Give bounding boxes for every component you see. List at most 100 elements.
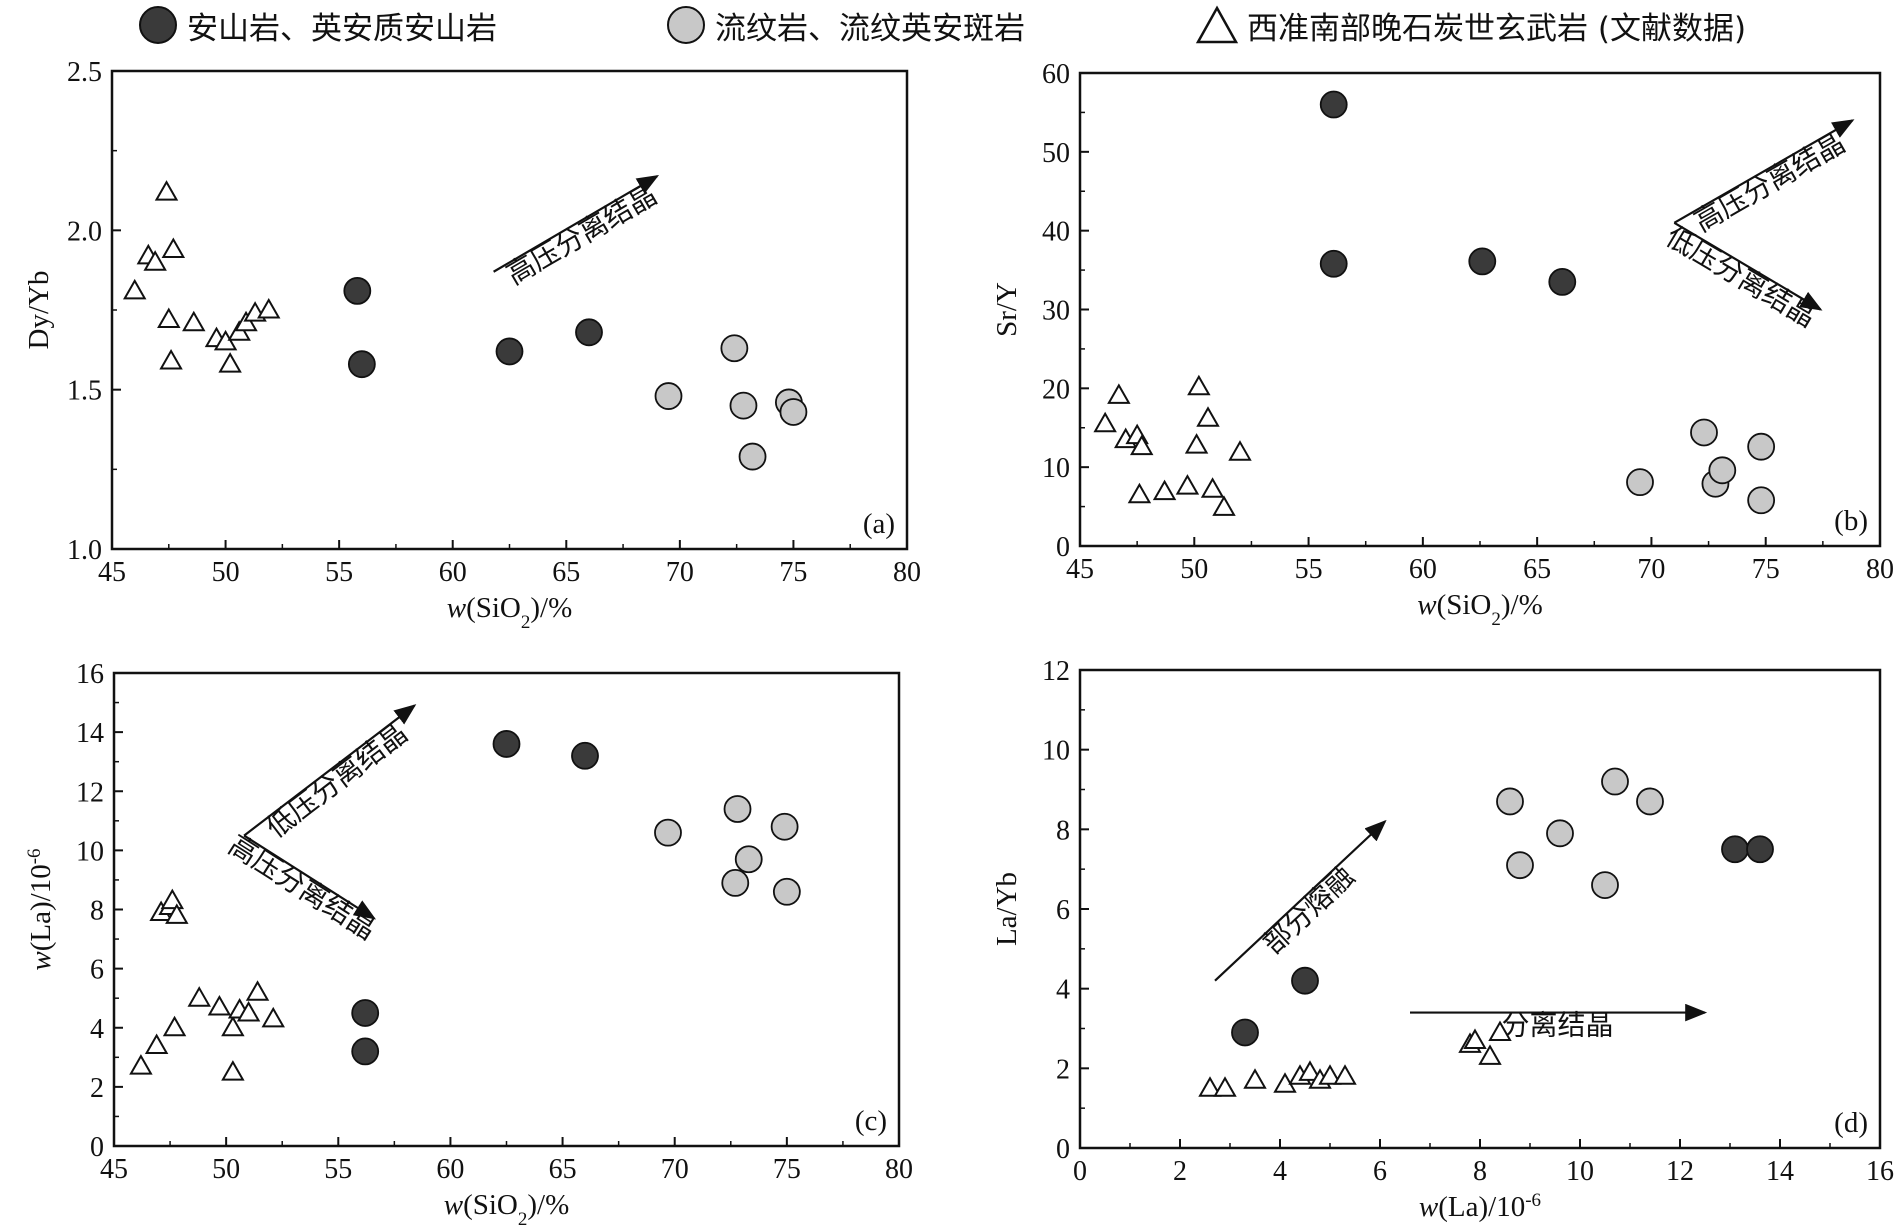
legend-item-andesite: 安山岩、英安质安山岩 xyxy=(137,4,497,47)
basalt-point xyxy=(1478,1044,1502,1065)
plot-frame xyxy=(1078,71,1882,548)
x-tick-label: 80 xyxy=(885,1154,913,1185)
andesite-point xyxy=(343,276,372,305)
panel-tag: (a) xyxy=(863,508,895,540)
y-tick-label: 20 xyxy=(1042,374,1070,405)
basalt-point xyxy=(1213,1076,1237,1097)
chart-panel-2: 45 50 55 60 65 70 75 80 0 2 4 6 8 10 12 14 16 w(SiO2)/% w(… xyxy=(24,659,914,1230)
x-tick-label: 75 xyxy=(773,1154,801,1185)
annotation-arrow xyxy=(1673,119,1855,224)
andesite-point xyxy=(1746,835,1774,864)
basalt-point xyxy=(1488,1020,1512,1041)
x-axis-label: w(SiO2)/% xyxy=(444,1189,570,1230)
chart-panel-3: 0 2 4 6 8 10 12 14 16 0 2 4 6 8 10 12 w(La)/10-6 La/Yb (d)… xyxy=(991,656,1894,1223)
x-tick-label: 0 xyxy=(1073,1156,1087,1187)
y-tick-label: 0 xyxy=(1056,1134,1070,1165)
annotation-arrow xyxy=(243,834,377,920)
rhyolite-point xyxy=(1591,871,1619,899)
y-tick-label: 2 xyxy=(90,1073,104,1104)
basalt-point xyxy=(187,986,211,1007)
y-tick-label: 8 xyxy=(90,896,104,927)
x-axis-label: w(SiO2)/% xyxy=(447,592,573,633)
y-axis-label: Dy/Yb xyxy=(23,271,55,350)
y-tick-label: 0 xyxy=(1056,532,1070,563)
basalt-point xyxy=(207,995,232,1016)
basalt-point xyxy=(1129,434,1154,456)
basalt-point xyxy=(1200,477,1225,498)
basalt-point xyxy=(261,1006,285,1028)
x-tick-label: 6 xyxy=(1373,1156,1387,1187)
rhyolite-point xyxy=(723,795,752,823)
y-tick-label: 40 xyxy=(1042,217,1070,248)
x-tick-label: 50 xyxy=(1180,554,1208,585)
dark-circle-icon xyxy=(139,6,177,44)
y-tick-label: 12 xyxy=(1042,656,1070,687)
basalt-point xyxy=(1243,1068,1267,1089)
chart-panel-0: 45 50 55 60 65 70 75 80 1.0 1.5 2.0 2.5 w(SiO2)/% Dy/… xyxy=(23,57,921,633)
rhyolite-point xyxy=(1601,767,1629,796)
basalt-point xyxy=(154,180,179,201)
andesite-point xyxy=(351,999,380,1027)
plot-frame xyxy=(1078,668,1882,1150)
rhyolite-point xyxy=(1747,432,1776,461)
triangle-icon xyxy=(1195,5,1239,44)
rhyolite-point xyxy=(1747,486,1776,515)
rhyolite-point xyxy=(1496,787,1524,816)
rhyolite-point xyxy=(1690,418,1718,447)
andesite-point xyxy=(1721,835,1749,864)
basalt-point xyxy=(160,888,185,910)
basalt-point xyxy=(1198,1076,1222,1097)
y-axis-label: La/Yb xyxy=(991,872,1023,946)
x-tick-label: 55 xyxy=(324,1154,352,1185)
y-tick-label: 2.0 xyxy=(67,216,102,247)
andesite-point xyxy=(347,350,376,379)
rhyolite-point xyxy=(738,442,767,471)
basalt-point xyxy=(1093,411,1117,433)
basalt-point xyxy=(159,348,183,370)
annotation-text: 低压分离结晶 xyxy=(1660,220,1821,334)
basalt-point xyxy=(1228,440,1252,461)
basalt-point xyxy=(1152,479,1177,501)
y-tick-label: 10 xyxy=(76,836,104,867)
basalt-point xyxy=(218,352,242,373)
y-axis-label: w(La)/10-6 xyxy=(24,848,58,970)
y-axis-label: Sr/Y xyxy=(991,282,1023,337)
plot-frame xyxy=(110,69,909,551)
rhyolite-point xyxy=(779,398,808,426)
andesite-point xyxy=(571,741,599,770)
rhyolite-point xyxy=(1546,819,1574,848)
x-axis-label: w(SiO2)/% xyxy=(1417,589,1543,630)
basalt-point xyxy=(143,250,167,271)
x-tick-label: 70 xyxy=(661,1154,689,1185)
y-tick-label: 4 xyxy=(90,1014,104,1045)
andesite-point xyxy=(1231,1018,1259,1047)
rhyolite-point xyxy=(770,812,799,841)
basalt-point xyxy=(129,1054,153,1075)
y-tick-label: 1.0 xyxy=(67,535,102,566)
y-tick-label: 16 xyxy=(76,659,104,690)
basalt-point xyxy=(1463,1028,1487,1049)
x-tick-label: 45 xyxy=(100,1154,128,1185)
y-tick-label: 4 xyxy=(1056,975,1070,1006)
legend-item-rhyolite: 流纹岩、流纹英安斑岩 xyxy=(665,4,1025,47)
x-tick-label: 10 xyxy=(1566,1156,1594,1187)
x-tick-label: 60 xyxy=(439,557,467,588)
annotation-arrow xyxy=(1214,819,1387,982)
x-tick-label: 80 xyxy=(1866,554,1894,585)
andesite-point xyxy=(492,730,521,758)
panel-tag: (d) xyxy=(1834,1107,1868,1139)
y-tick-label: 10 xyxy=(1042,736,1070,767)
x-tick-label: 50 xyxy=(212,1154,240,1185)
annotation-arrow xyxy=(493,175,660,273)
x-tick-label: 60 xyxy=(1409,554,1437,585)
basalt-point xyxy=(245,980,270,1001)
panel-tag: (b) xyxy=(1834,505,1868,537)
light-circle-icon xyxy=(667,6,705,44)
rhyolite-point xyxy=(1708,456,1737,485)
basalt-point xyxy=(257,297,281,319)
andesite-point xyxy=(495,337,524,366)
andesite-point xyxy=(575,318,603,347)
x-tick-label: 14 xyxy=(1766,1156,1794,1187)
basalt-point xyxy=(1212,495,1236,516)
